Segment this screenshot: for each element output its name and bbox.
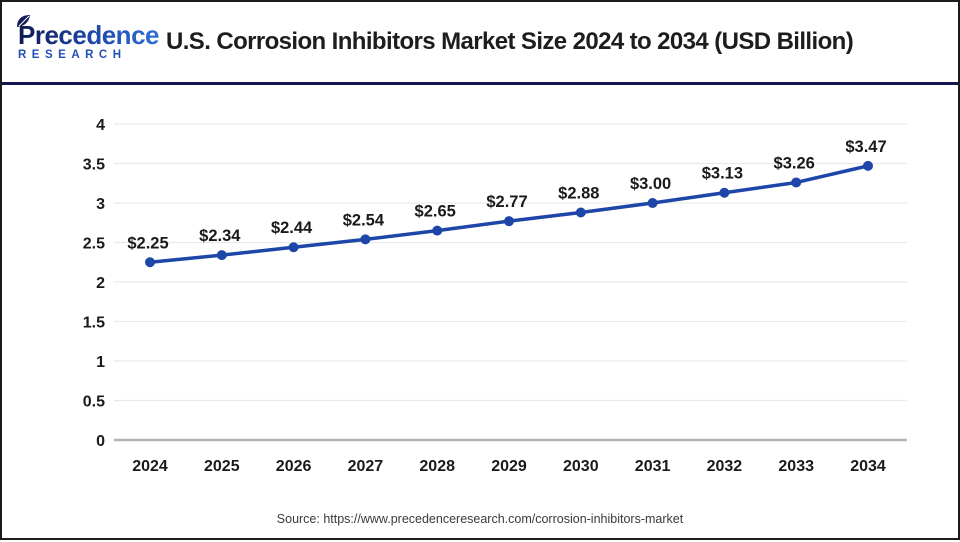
header-divider <box>2 82 958 85</box>
data-point <box>288 242 299 253</box>
y-tick-label: 0.5 <box>83 394 105 411</box>
data-point-label: $2.54 <box>343 211 385 229</box>
data-point <box>504 216 514 227</box>
data-point-label: $2.44 <box>271 219 313 237</box>
data-point <box>719 187 730 198</box>
data-point <box>791 177 802 188</box>
y-tick-label: 2.5 <box>83 236 105 253</box>
logo-wordmark: Precedence <box>18 20 159 51</box>
data-point-label: $3.26 <box>774 154 815 172</box>
data-point <box>360 234 371 245</box>
data-point-label: $2.34 <box>199 227 241 245</box>
x-tick-label: 2030 <box>563 458 599 475</box>
logo-subtitle: RESEARCH <box>18 49 127 62</box>
x-tick-label: 2026 <box>276 458 312 475</box>
x-tick-label: 2025 <box>204 458 240 475</box>
x-tick-label: 2027 <box>348 458 384 475</box>
x-tick-label: 2024 <box>132 458 168 475</box>
x-tick-label: 2031 <box>635 458 671 475</box>
series-line <box>148 164 870 264</box>
y-tick-label: 4 <box>96 117 105 134</box>
leaf-icon <box>17 15 30 28</box>
data-point-label: $3.00 <box>630 175 671 193</box>
source-citation: Source: https://www.precedenceresearch.c… <box>276 512 684 526</box>
data-point-label: $3.47 <box>845 138 886 156</box>
y-tick-label: 1 <box>96 354 105 371</box>
data-point <box>575 207 586 218</box>
data-point-label: $2.65 <box>415 203 456 221</box>
x-tick-label: 2032 <box>707 458 743 475</box>
data-point <box>647 198 658 208</box>
data-point-label: $2.25 <box>127 234 168 252</box>
data-point-label: $2.88 <box>558 184 599 202</box>
data-point <box>432 225 443 236</box>
y-tick-label: 3 <box>96 196 105 213</box>
data-point <box>216 250 227 261</box>
y-tick-label: 0 <box>96 433 105 450</box>
chart-title: U.S. Corrosion Inhibitors Market Size 20… <box>166 28 854 55</box>
precedence-research-logo: Precedence RESEARCH <box>17 15 160 62</box>
x-tick-label: 2033 <box>778 458 814 475</box>
data-point-label: $2.77 <box>486 193 527 211</box>
data-point <box>145 257 155 268</box>
data-point <box>863 160 873 171</box>
y-tick-label: 1.5 <box>83 315 105 332</box>
x-tick-label: 2034 <box>850 458 886 475</box>
header: Precedence RESEARCH U.S. Corrosion Inhib… <box>2 2 958 82</box>
x-tick-label: 2029 <box>491 458 527 475</box>
x-tick-label: 2028 <box>419 458 455 475</box>
y-tick-label: 3.5 <box>83 157 105 174</box>
y-tick-label: 2 <box>96 275 105 292</box>
data-point-label: $3.13 <box>702 165 743 183</box>
